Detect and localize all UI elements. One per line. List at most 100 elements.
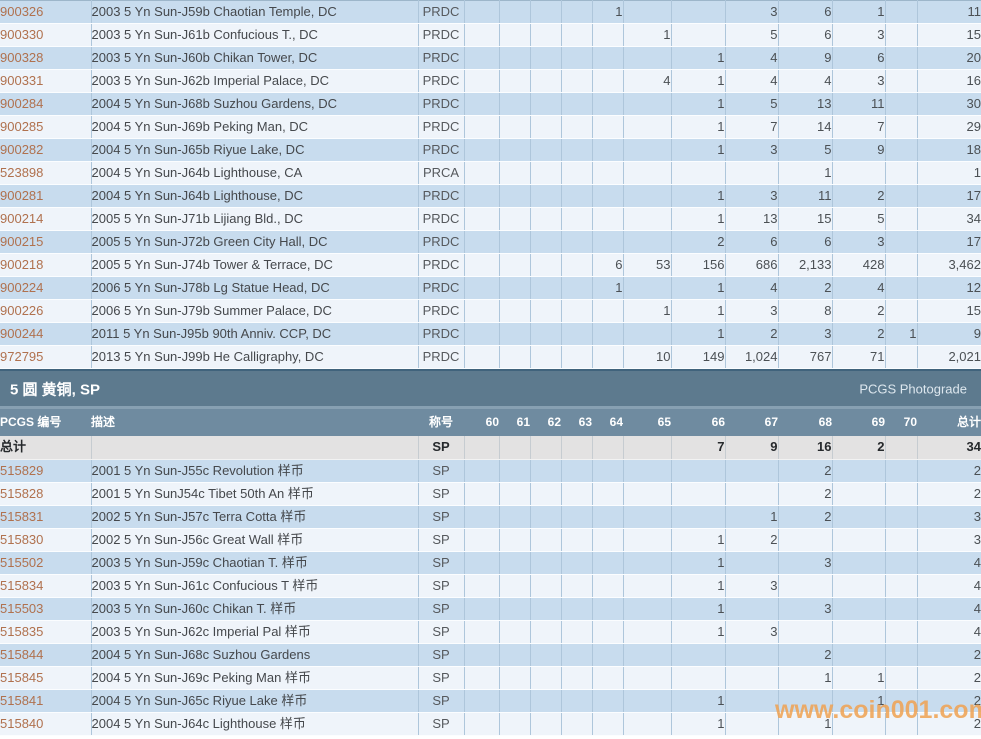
- pcgs-number-link[interactable]: 515840: [0, 712, 92, 736]
- pcgs-number-link[interactable]: 515829: [0, 459, 92, 483]
- pcgs-number-link[interactable]: 900285: [0, 115, 92, 139]
- grade-65-count: [623, 0, 672, 24]
- grade-68-count: 13: [778, 92, 833, 116]
- pcgs-number-link[interactable]: 900224: [0, 276, 92, 300]
- grade-69-count: 9: [832, 138, 886, 162]
- table-row: 900281 2004 5 Yn Sun-J64b Lighthouse, DC P…: [0, 184, 981, 208]
- pcgs-number-link[interactable]: 900284: [0, 92, 92, 116]
- designation-label: PRDC: [418, 345, 465, 369]
- pcgs-number-link[interactable]: 900215: [0, 230, 92, 254]
- grade-70-count: [885, 184, 918, 208]
- designation-label: PRDC: [418, 276, 465, 300]
- grade-61-count: [499, 138, 531, 162]
- grade-65-count: [623, 230, 672, 254]
- pcgs-number-link[interactable]: 900330: [0, 23, 92, 47]
- pcgs-number-link[interactable]: 515844: [0, 643, 92, 667]
- pcgs-number-link[interactable]: 515830: [0, 528, 92, 552]
- header-total: 总计: [917, 409, 981, 436]
- totals-row: 总计 SP 7 9 16 2 34: [0, 436, 981, 460]
- grade-67-count: 3: [725, 299, 779, 323]
- pcgs-number-link[interactable]: 515503: [0, 597, 92, 621]
- pcgs-number-link[interactable]: 515845: [0, 666, 92, 690]
- pcgs-number-link[interactable]: 900282: [0, 138, 92, 162]
- designation-label: SP: [418, 528, 465, 552]
- grade-69-count: 71: [832, 345, 886, 369]
- coin-description: 2005 5 Yn Sun-J74b Tower & Terrace, DC: [91, 253, 419, 277]
- grade-69-count: 3: [832, 23, 886, 47]
- grade-70-count: [885, 666, 918, 690]
- grade-61-count: [499, 482, 531, 506]
- designation-label: PRDC: [418, 23, 465, 47]
- table-row: 515831 2002 5 Yn Sun-J57c Terra Cotta 样币 S…: [0, 505, 981, 529]
- pcgs-number-link[interactable]: 900218: [0, 253, 92, 277]
- pcgs-number-link[interactable]: 900281: [0, 184, 92, 208]
- grade-67-count: 4: [725, 46, 779, 70]
- grade-69-count: 1: [832, 666, 886, 690]
- grade-69-count: [832, 482, 886, 506]
- grade-70-count: [885, 345, 918, 369]
- row-total: 3: [917, 505, 981, 529]
- grade-67-count: [725, 712, 779, 736]
- grade-60-count: [464, 712, 500, 736]
- table-row: 900326 2003 5 Yn Sun-J59b Chaotian Temple…: [0, 0, 981, 24]
- grade-66-count: 2: [671, 230, 726, 254]
- grade-68-count: 1: [778, 712, 833, 736]
- pcgs-number-link[interactable]: 900226: [0, 299, 92, 323]
- grade-62-count: [530, 23, 562, 47]
- grade-64-count: [592, 666, 624, 690]
- pcgs-number-link[interactable]: 972795: [0, 345, 92, 369]
- designation-label: SP: [418, 574, 465, 598]
- grade-67-count: 5: [725, 23, 779, 47]
- grade-69-count: [832, 551, 886, 575]
- designation-label: PRDC: [418, 207, 465, 231]
- coin-description: 2002 5 Yn Sun-J57c Terra Cotta 样币: [91, 505, 419, 529]
- designation-label: PRDC: [418, 299, 465, 323]
- coin-description: 2004 5 Yn Sun-J69c Peking Man 样币: [91, 666, 419, 690]
- pcgs-number-link[interactable]: 900244: [0, 322, 92, 346]
- grade-61-count: [499, 459, 531, 483]
- designation-label: SP: [418, 597, 465, 621]
- pcgs-number-link[interactable]: 900331: [0, 69, 92, 93]
- grade-70-count: [885, 597, 918, 621]
- row-total: 34: [917, 207, 981, 231]
- row-total: 30: [917, 92, 981, 116]
- pcgs-number-link[interactable]: 515841: [0, 689, 92, 713]
- pcgs-number-link[interactable]: 515835: [0, 620, 92, 644]
- grade-66-count: 156: [671, 253, 726, 277]
- coin-description: 2003 5 Yn Sun-J61c Confucious T 样币: [91, 574, 419, 598]
- pcgs-number-link[interactable]: 900214: [0, 207, 92, 231]
- coin-description: 2001 5 Yn Sun-J55c Revolution 样币: [91, 459, 419, 483]
- row-total: 2: [917, 482, 981, 506]
- pcgs-number-link[interactable]: 515502: [0, 551, 92, 575]
- grade-65-count: [623, 551, 672, 575]
- table-row: 972795 2013 5 Yn Sun-J99b He Calligraphy,…: [0, 345, 981, 369]
- row-total: 2: [917, 689, 981, 713]
- designation-label: PRDC: [418, 69, 465, 93]
- pcgs-number-link[interactable]: 900326: [0, 0, 92, 24]
- photograde-link[interactable]: PCGS Photograde: [859, 381, 967, 396]
- pcgs-number-link[interactable]: 515834: [0, 574, 92, 598]
- table-row: 515844 2004 5 Yn Sun-J68c Suzhou Gardens S…: [0, 643, 981, 667]
- coin-description: 2002 5 Yn Sun-J56c Great Wall 样币: [91, 528, 419, 552]
- coin-description: 2004 5 Yn Sun-J69b Peking Man, DC: [91, 115, 419, 139]
- grade-60-count: [464, 666, 500, 690]
- grade-67-count: 686: [725, 253, 779, 277]
- pcgs-number-link[interactable]: 900328: [0, 46, 92, 70]
- grade-70-count: [885, 92, 918, 116]
- grade-65-count: [623, 161, 672, 185]
- pcgs-number-link[interactable]: 515831: [0, 505, 92, 529]
- grade-64-count: [592, 46, 624, 70]
- pcgs-number-link[interactable]: 515828: [0, 482, 92, 506]
- grade-66-count: 1: [671, 712, 726, 736]
- grade-61-count: [499, 712, 531, 736]
- grade-66-count: 1: [671, 46, 726, 70]
- pcgs-number-link[interactable]: 523898: [0, 161, 92, 185]
- coin-description: 2003 5 Yn Sun-J59b Chaotian Temple, DC: [91, 0, 419, 24]
- totals-description: [91, 436, 419, 460]
- grade-63-count: [561, 322, 593, 346]
- grade-66-count: [671, 482, 726, 506]
- grade-63-count: [561, 23, 593, 47]
- grade-60-count: [464, 138, 500, 162]
- grade-69-count: 2: [832, 299, 886, 323]
